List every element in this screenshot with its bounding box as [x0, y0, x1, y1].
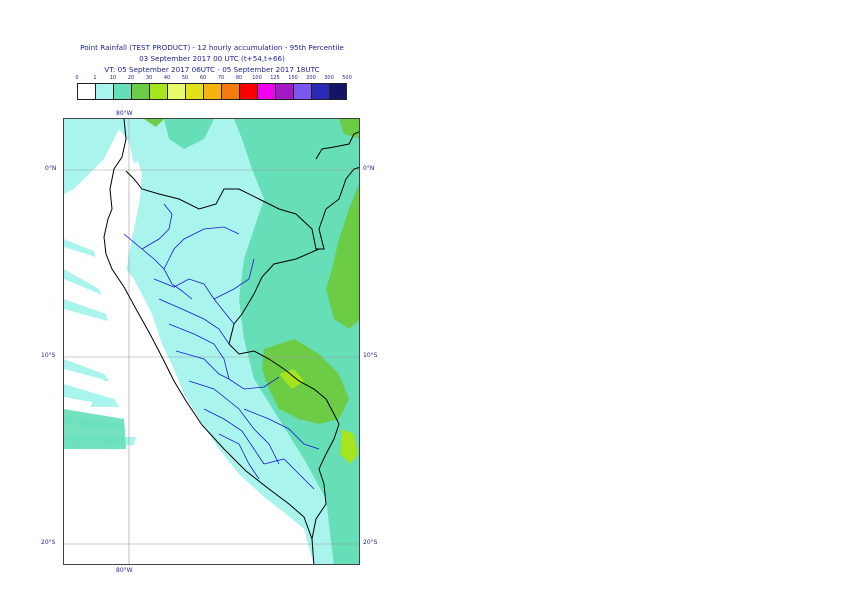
- legend-swatch: [77, 83, 95, 100]
- very-heavy-rain-areas: [279, 369, 358, 464]
- legend-tick-label: 80: [235, 75, 243, 81]
- legend-tick-label: 0: [75, 75, 79, 81]
- title-line-3: VT: 05 September 2017 06UTC - 05 Septemb…: [104, 65, 320, 74]
- heavy-rain-areas: [144, 119, 359, 424]
- legend-tick-label: 300: [324, 75, 334, 81]
- lat-label-0-right: 0°N: [363, 165, 375, 172]
- legend-tick-label: 1: [93, 75, 97, 81]
- legend-swatch: [149, 83, 167, 100]
- lat-label-0-left: 0°N: [45, 165, 57, 172]
- map-svg: [64, 119, 359, 564]
- lat-label-10-right: 10°S: [363, 352, 378, 359]
- legend-swatch: [257, 83, 275, 100]
- lat-label-10-left: 10°S: [41, 352, 56, 359]
- legend-swatch: [275, 83, 293, 100]
- region-borders: [123, 203, 320, 490]
- legend-tick-label: 150: [288, 75, 298, 81]
- ocean-area: [64, 164, 314, 564]
- legend-tick-label: 500: [342, 75, 352, 81]
- country-borders: [103, 119, 359, 564]
- lon-label-top: 80°W: [116, 110, 133, 117]
- legend-tick-label: 20: [127, 75, 135, 81]
- legend-swatch: [167, 83, 185, 100]
- legend-swatch: [221, 83, 239, 100]
- lat-label-20-right: 20°S: [363, 539, 378, 546]
- legend-tick-label: 10: [109, 75, 117, 81]
- rainfall-map: [63, 118, 360, 565]
- legend-tick-label: 40: [163, 75, 171, 81]
- legend-tick-label: 100: [252, 75, 262, 81]
- legend-swatch: [131, 83, 149, 100]
- lat-label-20-left: 20°S: [41, 539, 56, 546]
- legend-swatch: [311, 83, 329, 100]
- legend-swatch: [293, 83, 311, 100]
- lon-label-bottom: 80°W: [116, 567, 133, 574]
- legend-tick-label: 30: [145, 75, 153, 81]
- title-line-1: Point Rainfall (TEST PRODUCT) - 12 hourl…: [80, 43, 344, 52]
- legend-swatch: [95, 83, 113, 100]
- title-line-2: 03 September 2017 00 UTC (t+54,t+66): [139, 54, 285, 63]
- legend-swatch: [239, 83, 257, 100]
- legend-tick-label: 60: [199, 75, 207, 81]
- legend-tick-label: 50: [181, 75, 189, 81]
- legend-tick-label: 200: [306, 75, 316, 81]
- legend-swatch: [203, 83, 221, 100]
- legend-swatch: [113, 83, 131, 100]
- legend-tick-label: 125: [270, 75, 280, 81]
- legend-swatch: [185, 83, 203, 100]
- legend-swatch: [329, 83, 347, 100]
- legend-tick-label: 70: [217, 75, 225, 81]
